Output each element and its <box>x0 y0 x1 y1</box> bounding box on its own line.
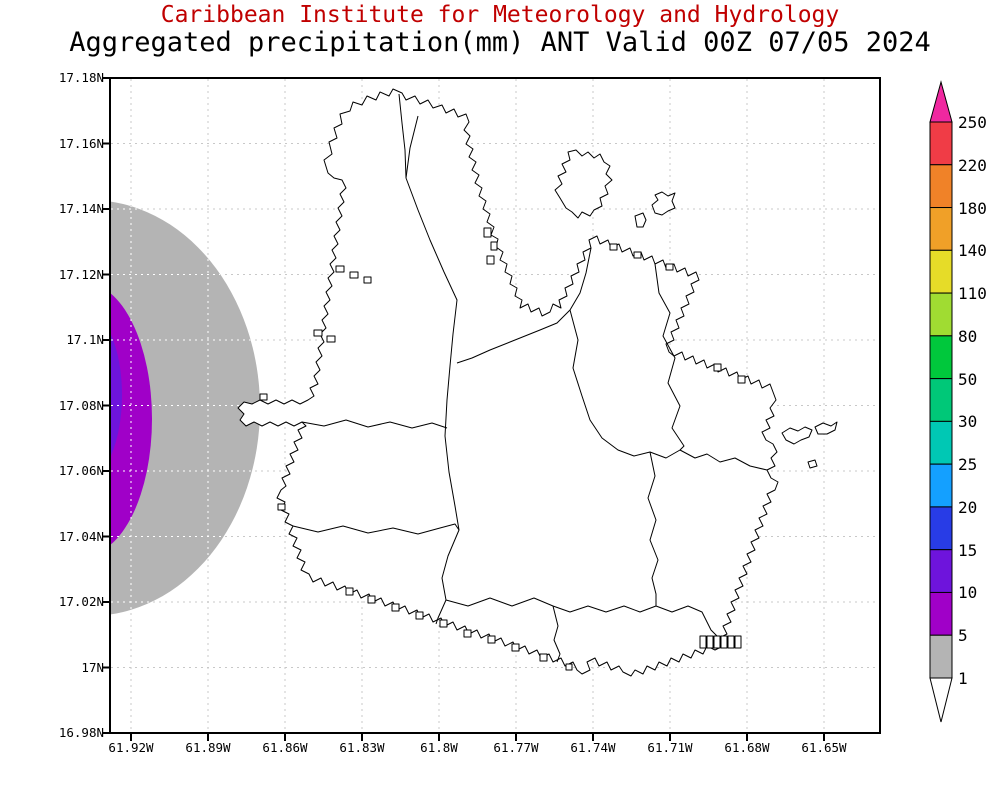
colorbar-band <box>929 335 953 380</box>
x-axis-label: 61.8W <box>420 740 458 755</box>
colorbar-band <box>929 378 953 422</box>
x-axis-label: 61.77W <box>493 740 539 755</box>
colorbar-level-label: 10 <box>958 583 978 603</box>
x-axis-label: 61.86W <box>262 740 308 755</box>
colorbar-band <box>929 506 953 551</box>
colorbar-band <box>929 292 953 337</box>
colorbar-level-label: 220 <box>958 155 987 175</box>
colorbar-level-label: 15 <box>958 540 978 560</box>
colorbar-level-label: 180 <box>958 198 987 218</box>
y-axis-label: 17.12N <box>58 266 104 282</box>
colorbar-level-label: 80 <box>958 326 978 346</box>
colorbar-level-label: 20 <box>958 497 978 517</box>
precip-shading <box>110 201 260 615</box>
x-axis-label: 61.71W <box>647 740 693 755</box>
y-axis-label: 17.18N <box>58 70 104 85</box>
y-axis-label: 16.98N <box>58 725 104 740</box>
axis-ticks <box>102 77 825 741</box>
colorbar-band <box>929 634 953 679</box>
y-axis-label: 17.08N <box>58 397 104 413</box>
y-axis-label: 17.16N <box>58 135 104 151</box>
colorbar-level-label: 1 <box>958 669 968 688</box>
colorbar-level-label: 110 <box>958 284 987 304</box>
y-axis-label: 17.06N <box>58 463 104 478</box>
x-axis-label: 61.83W <box>339 740 385 755</box>
colorbar-band <box>929 463 953 508</box>
x-axis-label: 61.65W <box>801 740 847 755</box>
y-axis-label: 17N <box>81 659 104 675</box>
colorbar-band <box>929 121 953 166</box>
colorbar-level-label: 5 <box>958 626 968 646</box>
antigua-coastline <box>237 88 779 677</box>
y-axis-label: 17.14N <box>58 201 104 216</box>
x-axis-label: 61.92W <box>108 740 154 755</box>
plot-frame <box>109 77 881 734</box>
offshore-islets <box>554 149 838 469</box>
colorbar-bottom-arrow <box>929 677 953 723</box>
y-axis-label: 17.1N <box>66 332 104 347</box>
colorbar-level-label: 30 <box>958 412 978 432</box>
colorbar-band <box>929 164 953 209</box>
watershed-boundaries <box>292 93 768 663</box>
colorbar-level-label: 250 <box>958 113 987 132</box>
colorbar-level-label: 25 <box>958 455 978 475</box>
shade-5-10mm <box>110 292 152 546</box>
x-axis-label: 61.74W <box>570 740 616 755</box>
colorbar-band <box>929 549 953 593</box>
shade-10-15mm <box>110 332 122 458</box>
plot-title: Aggregated precipitation(mm) ANT Valid 0… <box>69 27 931 58</box>
coastal-catchment-cells <box>259 227 746 671</box>
colorbar-level-label: 140 <box>958 241 987 261</box>
colorbar-band <box>929 420 953 465</box>
y-axis-label: 17.02N <box>58 594 104 609</box>
institute-title: Caribbean Institute for Meteorology and … <box>160 2 840 28</box>
colorbar-band <box>929 249 953 294</box>
colorbar-band <box>929 207 953 251</box>
x-axis-label: 61.68W <box>724 740 770 755</box>
colorbar-band <box>929 591 953 636</box>
x-axis-label: 61.89W <box>185 740 231 755</box>
colorbar <box>929 80 953 723</box>
y-axis-label: 17.04N <box>58 528 104 544</box>
shade-1-5mm <box>110 201 260 615</box>
colorbar-top-arrow <box>929 80 953 123</box>
colorbar-level-label: 50 <box>958 369 978 389</box>
